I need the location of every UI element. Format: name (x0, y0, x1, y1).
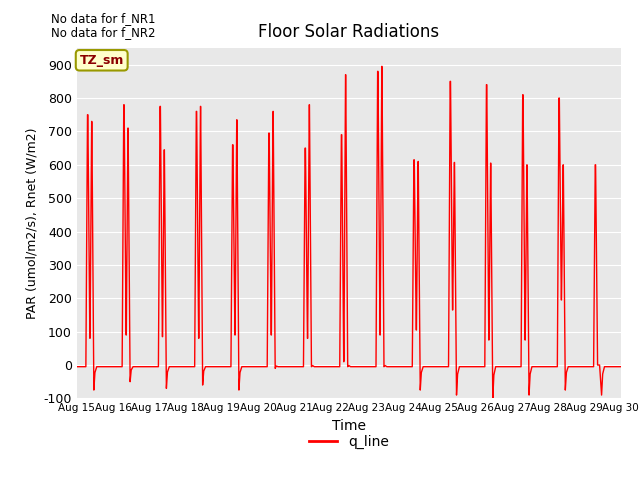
X-axis label: Time: Time (332, 419, 366, 433)
Legend: q_line: q_line (303, 429, 394, 455)
Text: No data for f_NR2: No data for f_NR2 (51, 26, 156, 39)
Y-axis label: PAR (umol/m2/s), Rnet (W/m2): PAR (umol/m2/s), Rnet (W/m2) (25, 128, 38, 319)
Title: Floor Solar Radiations: Floor Solar Radiations (258, 23, 440, 41)
Text: TZ_sm: TZ_sm (79, 54, 124, 67)
Text: No data for f_NR1: No data for f_NR1 (51, 12, 156, 24)
